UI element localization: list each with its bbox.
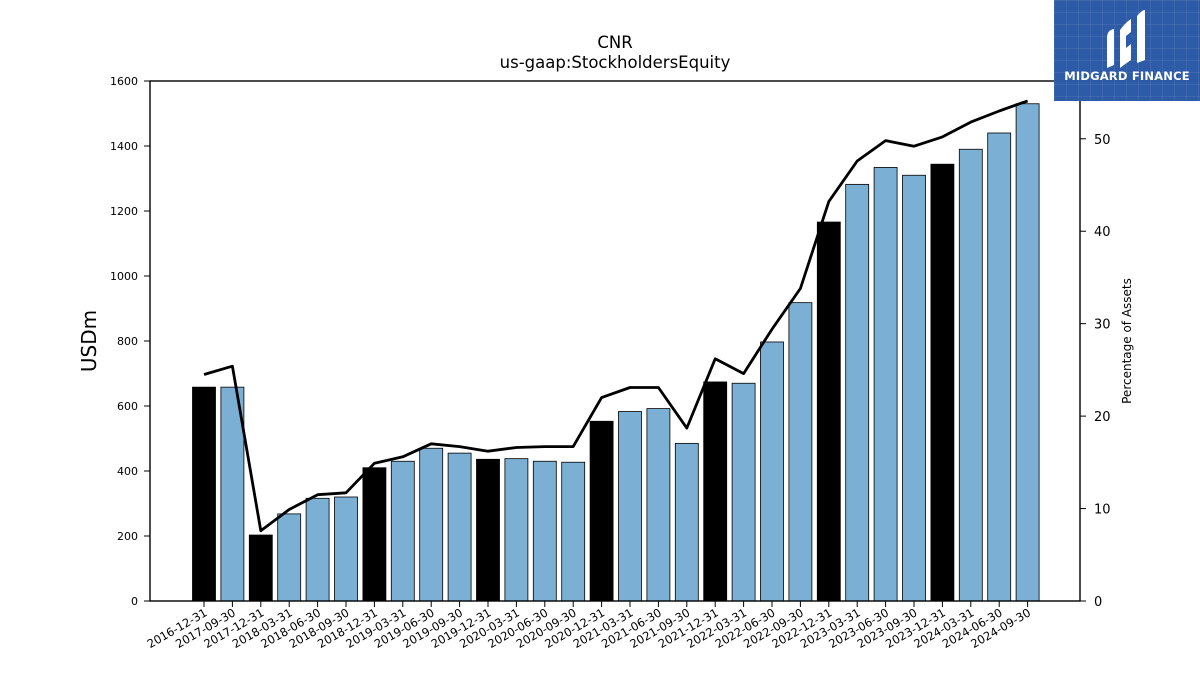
bar-2019-12-31 bbox=[476, 458, 500, 602]
y2-tick-label: 20 bbox=[1094, 410, 1111, 425]
y2-tick-label: 40 bbox=[1094, 225, 1111, 240]
x-axis: 2016-12-312017-09-302017-12-312018-03-31… bbox=[145, 601, 1033, 651]
bar-2023-06-30 bbox=[873, 167, 898, 602]
brand-name: MIDGARD FINANCE bbox=[1064, 69, 1190, 83]
bar-2019-09-30 bbox=[447, 452, 472, 602]
bar-2021-09-30 bbox=[674, 442, 699, 602]
y-tick-label: 1400 bbox=[110, 140, 138, 153]
bar-2021-03-31 bbox=[618, 411, 642, 602]
y2-axis: 0 10 20 30 40 50 bbox=[1080, 133, 1111, 610]
bar-2020-03-31 bbox=[504, 458, 529, 602]
y-tick-label: 400 bbox=[117, 465, 138, 478]
chart-title: CNR bbox=[597, 33, 632, 52]
y-tick-label: 1000 bbox=[110, 270, 138, 283]
bar-2022-03-31 bbox=[731, 382, 756, 602]
bar-2022-12-31 bbox=[816, 221, 841, 602]
y-axis: 0 200 400 600 800 1000 1200 1400 1600 bbox=[110, 75, 150, 608]
bar-2016-12-31 bbox=[192, 386, 216, 602]
bar-2020-12-31 bbox=[589, 420, 614, 602]
bar-2024-09-30 bbox=[1015, 103, 1040, 602]
y2-tick-label: 10 bbox=[1094, 503, 1111, 518]
bar-2020-06-30 bbox=[532, 460, 557, 602]
bar-2020-09-30 bbox=[561, 461, 586, 602]
y-tick-label: 1200 bbox=[110, 205, 138, 218]
bar-2024-03-31 bbox=[958, 148, 983, 602]
bar-2022-09-30 bbox=[788, 302, 813, 602]
bar-2023-12-31 bbox=[930, 163, 955, 602]
bar-2018-12-31 bbox=[362, 467, 387, 602]
bar-2021-06-30 bbox=[646, 408, 671, 602]
bar-2023-09-30 bbox=[902, 174, 926, 602]
y-tick-label: 0 bbox=[131, 595, 138, 608]
y-tick-label: 200 bbox=[117, 530, 138, 543]
bar-2024-06-30 bbox=[987, 132, 1012, 602]
y-tick-label: 600 bbox=[117, 400, 138, 413]
bar-2019-03-31 bbox=[390, 460, 415, 602]
y-tick-label: 1600 bbox=[110, 75, 138, 88]
percentage-line bbox=[203, 99, 1029, 533]
midgard-logo-icon bbox=[1107, 10, 1145, 68]
y2-axis-label: Percentage of Assets bbox=[1120, 278, 1134, 404]
bar-2023-03-31 bbox=[845, 183, 870, 602]
y2-tick-label: 0 bbox=[1094, 595, 1102, 610]
bar-2018-09-30 bbox=[334, 496, 358, 602]
bar-2018-06-30 bbox=[305, 497, 330, 602]
y2-tick-label: 30 bbox=[1094, 318, 1111, 333]
bar-2022-06-30 bbox=[760, 341, 784, 602]
brand-logo: MIDGARD FINANCE bbox=[1054, 0, 1200, 101]
y2-tick-label: 50 bbox=[1094, 133, 1111, 148]
y-tick-label: 800 bbox=[117, 335, 138, 348]
chart-subtitle: us-gaap:StockholdersEquity bbox=[500, 53, 731, 72]
bar-2018-03-31 bbox=[277, 513, 302, 602]
bar-2021-12-31 bbox=[703, 381, 728, 602]
bar-2017-12-31 bbox=[248, 534, 273, 602]
bar-series bbox=[192, 103, 1040, 602]
line-series bbox=[203, 99, 1029, 533]
y-axis-label: USDm bbox=[77, 310, 101, 372]
bar-2019-06-30 bbox=[419, 447, 444, 602]
